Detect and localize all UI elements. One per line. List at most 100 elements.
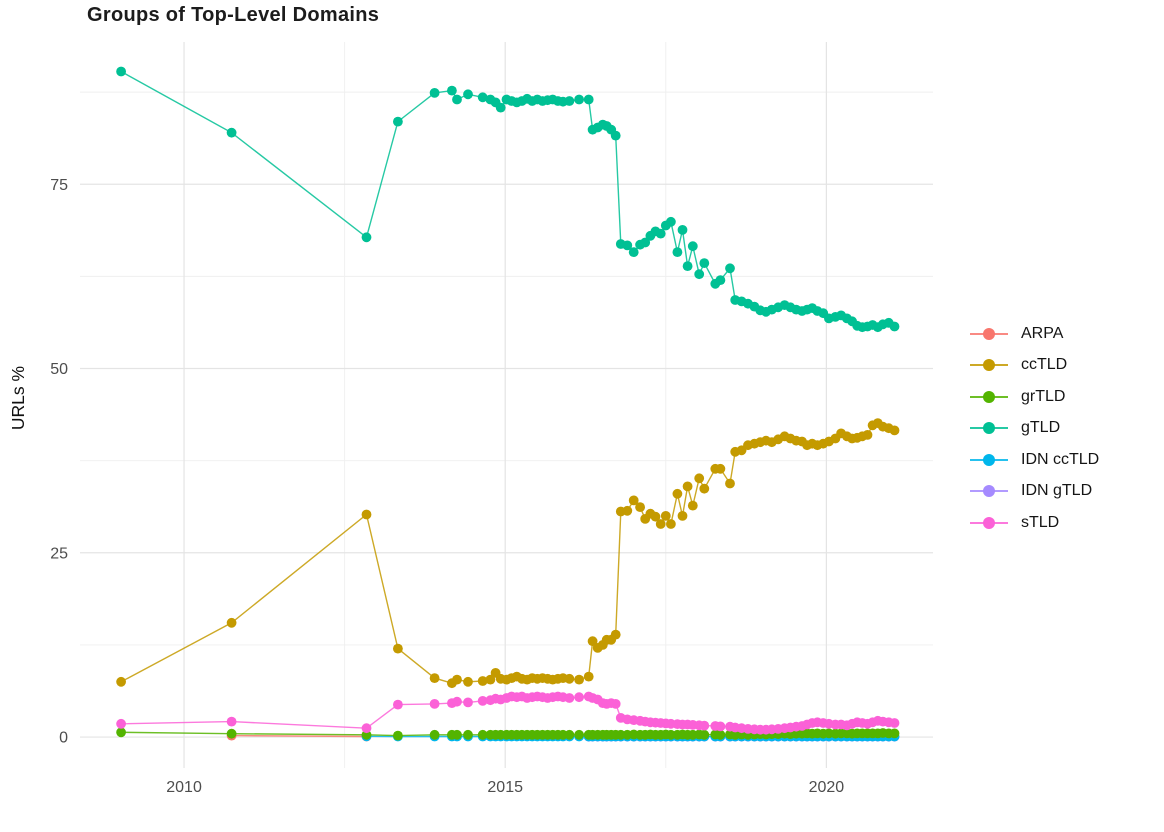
- data-point-cctld: [863, 430, 873, 440]
- data-point-gtld: [565, 96, 575, 106]
- data-point-cctld: [463, 677, 473, 687]
- legend-key-point: [983, 422, 995, 434]
- data-point-gtld: [116, 67, 126, 77]
- data-point-stld: [565, 693, 575, 703]
- data-point-cctld: [890, 426, 900, 436]
- series-gtld: [116, 67, 899, 333]
- data-point-gtld: [683, 261, 693, 271]
- data-point-gtld: [694, 269, 704, 279]
- series-layer: [116, 67, 899, 742]
- data-point-cctld: [574, 675, 584, 685]
- data-point-gtld: [890, 322, 900, 332]
- data-point-stld: [890, 718, 900, 728]
- data-point-gtld: [716, 275, 726, 285]
- legend-key-point: [983, 454, 995, 466]
- gridlines: [80, 42, 933, 768]
- legend-label: ARPA: [1021, 325, 1063, 343]
- data-point-gtld: [393, 117, 403, 127]
- data-point-grtld: [452, 730, 462, 740]
- data-point-gtld: [362, 232, 372, 242]
- data-point-grtld: [463, 730, 473, 740]
- data-point-stld: [452, 697, 462, 707]
- legend-item-cctld: ccTLD: [970, 350, 1099, 382]
- data-point-gtld: [574, 95, 584, 105]
- y-tick-label: 50: [50, 361, 68, 378]
- chart-title: Groups of Top-Level Domains: [87, 4, 379, 27]
- legend-key-point: [983, 391, 995, 403]
- data-point-stld: [611, 699, 621, 709]
- data-point-cctld: [116, 677, 126, 687]
- data-point-grtld: [716, 730, 726, 740]
- legend-label: IDN ccTLD: [1021, 451, 1099, 469]
- data-point-gtld: [656, 229, 666, 239]
- legend-item-gtld: gTLD: [970, 413, 1099, 445]
- legend-key-idn-gtld: [970, 484, 1008, 498]
- legend-item-grtld: grTLD: [970, 381, 1099, 413]
- data-point-grtld: [393, 731, 403, 741]
- data-point-gtld: [666, 217, 676, 227]
- x-tick-label: 2015: [487, 779, 523, 796]
- data-point-stld: [430, 699, 440, 709]
- legend-key-point: [983, 359, 995, 371]
- data-point-gtld: [673, 247, 683, 257]
- legend-item-idn-gtld: IDN gTLD: [970, 476, 1099, 508]
- data-point-stld: [699, 721, 709, 731]
- y-tick-label: 0: [59, 730, 68, 747]
- legend-key-point: [983, 485, 995, 497]
- legend-item-arpa: ARPA: [970, 318, 1099, 350]
- series-line-arpa: [232, 736, 367, 737]
- data-point-stld: [362, 723, 372, 733]
- data-point-cctld: [716, 464, 726, 474]
- data-point-grtld: [699, 730, 709, 740]
- data-point-gtld: [496, 103, 506, 113]
- legend-key-point: [983, 328, 995, 340]
- legend-item-stld: sTLD: [970, 507, 1099, 539]
- data-point-cctld: [430, 673, 440, 683]
- data-point-gtld: [678, 225, 688, 235]
- legend-key-gtld: [970, 421, 1008, 435]
- x-tick-label: 2020: [809, 779, 845, 796]
- data-point-grtld: [574, 730, 584, 740]
- data-point-cctld: [673, 489, 683, 499]
- legend-label: grTLD: [1021, 388, 1065, 406]
- data-point-cctld: [584, 672, 594, 682]
- data-point-gtld: [452, 95, 462, 105]
- data-point-cctld: [622, 506, 632, 516]
- y-tick-label: 75: [50, 177, 68, 194]
- data-point-cctld: [227, 618, 237, 628]
- data-point-cctld: [699, 484, 709, 494]
- data-point-gtld: [688, 241, 698, 251]
- data-point-stld: [463, 698, 473, 708]
- data-point-stld: [393, 700, 403, 710]
- data-point-cctld: [656, 519, 666, 529]
- data-point-cctld: [362, 510, 372, 520]
- data-point-gtld: [227, 128, 237, 138]
- data-point-gtld: [447, 86, 457, 96]
- series-line-gtld: [121, 72, 894, 328]
- legend-item-idn-cctld: IDN ccTLD: [970, 444, 1099, 476]
- legend-key-idn-cctld: [970, 453, 1008, 467]
- data-point-grtld: [116, 727, 126, 737]
- data-point-cctld: [666, 519, 676, 529]
- data-point-cctld: [688, 501, 698, 511]
- data-point-stld: [574, 692, 584, 702]
- data-point-stld: [116, 719, 126, 729]
- data-point-cctld: [661, 511, 671, 521]
- data-point-gtld: [463, 89, 473, 99]
- legend-label: ccTLD: [1021, 356, 1067, 374]
- legend-key-stld: [970, 516, 1008, 530]
- data-point-stld: [716, 722, 726, 732]
- data-point-gtld: [584, 95, 594, 105]
- data-point-gtld: [629, 247, 639, 257]
- legend-key-grtld: [970, 390, 1008, 404]
- data-point-cctld: [565, 674, 575, 684]
- data-point-grtld: [565, 730, 575, 740]
- data-point-cctld: [683, 482, 693, 492]
- data-point-grtld: [890, 729, 900, 739]
- data-point-cctld: [725, 479, 735, 489]
- legend-key-arpa: [970, 327, 1008, 341]
- data-point-grtld: [430, 730, 440, 740]
- y-tick-label: 25: [50, 545, 68, 562]
